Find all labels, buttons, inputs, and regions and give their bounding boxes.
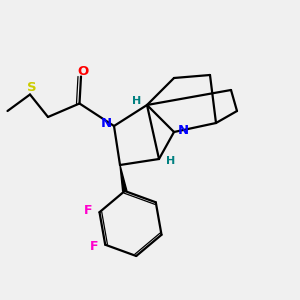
Text: H: H bbox=[132, 95, 141, 106]
Text: F: F bbox=[90, 240, 98, 253]
Text: S: S bbox=[27, 81, 36, 94]
Text: H: H bbox=[166, 155, 175, 166]
Text: F: F bbox=[84, 204, 92, 217]
Text: O: O bbox=[77, 64, 88, 78]
Polygon shape bbox=[120, 165, 127, 191]
Text: N: N bbox=[177, 124, 189, 137]
Text: N: N bbox=[101, 116, 112, 130]
